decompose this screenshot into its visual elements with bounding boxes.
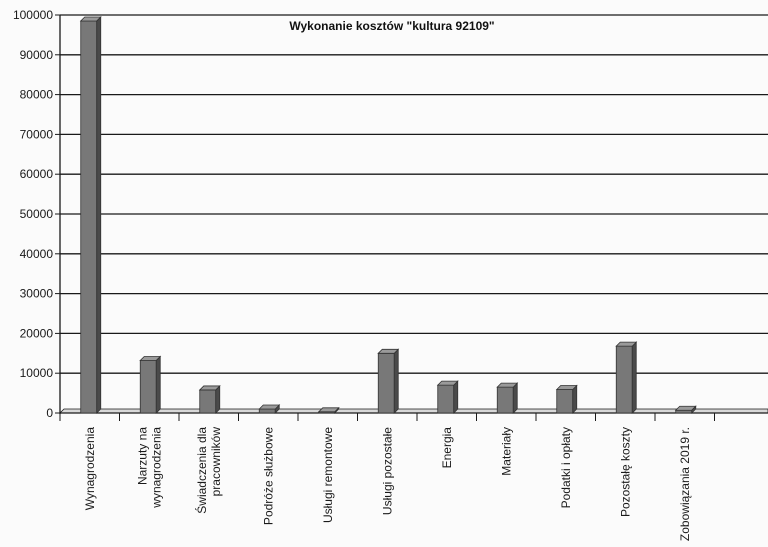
- category-label: Podróże służbowe: [261, 427, 275, 525]
- y-tick-label: 50000: [20, 207, 54, 221]
- y-tick-label: 80000: [20, 88, 54, 102]
- y-tick-label: 30000: [20, 287, 54, 301]
- bar-side: [631, 341, 637, 414]
- bar-front: [615, 345, 633, 414]
- bar: [139, 355, 162, 414]
- bar-front: [258, 408, 276, 414]
- category-label-line: Wynagrodzenia: [83, 427, 97, 511]
- category-label: Podatki i opłaty: [559, 427, 573, 508]
- category-label-line: Energia: [440, 427, 454, 469]
- bar-top: [555, 385, 578, 390]
- bar: [79, 16, 102, 414]
- bar-top: [79, 16, 102, 22]
- category-label: Zobowiązania 2019 r.: [678, 427, 692, 541]
- y-tick-label: 40000: [20, 247, 54, 261]
- category-label: Świadczenia dlapracowników: [194, 427, 223, 514]
- category-label: Usługi pozostałe: [380, 427, 394, 515]
- bar-side: [96, 16, 102, 414]
- bar: [674, 405, 697, 414]
- category-labels: Wynagrodzenia Narzuty nawynagrodzenia Świa…: [83, 427, 692, 541]
- bar: [258, 404, 281, 414]
- gridlines: [60, 14, 768, 374]
- bar-front: [199, 389, 217, 414]
- category-label-line: Zobowiązania 2019 r.: [678, 427, 692, 541]
- bar-side: [393, 348, 399, 414]
- bar: [377, 348, 400, 414]
- y-tick-label: 10000: [20, 366, 54, 380]
- bar: [436, 380, 459, 414]
- category-label-line: Narzuty na: [135, 427, 149, 485]
- chart-title: Wykonanie kosztów "kultura 92109": [289, 19, 494, 33]
- category-label: Energia: [440, 427, 454, 469]
- bar-top: [615, 341, 638, 347]
- bar-front: [80, 20, 98, 414]
- bar-side: [155, 355, 161, 414]
- category-label-line: wynagrodzenia: [149, 427, 163, 509]
- bar-front: [377, 352, 395, 414]
- bar-front: [139, 360, 157, 414]
- category-label-line: Usługi remontowe: [321, 427, 335, 523]
- category-label: Pozostałę koszty: [618, 427, 632, 517]
- bar-front: [496, 386, 514, 414]
- category-label-line: Świadczenia dla: [194, 427, 209, 514]
- bar-top: [377, 348, 400, 354]
- bar-side: [453, 380, 459, 414]
- axes: 0 10000 20000 30000 40000 50000 60000 70000 8000…: [13, 8, 768, 421]
- bar: [615, 341, 638, 414]
- bar-top: [258, 404, 281, 410]
- bar: [317, 406, 340, 414]
- bar-top: [674, 405, 697, 411]
- category-label-line: Materiały: [499, 427, 513, 476]
- bar-top: [496, 382, 519, 388]
- bar: [555, 384, 578, 414]
- y-tick-label: 70000: [20, 127, 54, 141]
- category-label-line: pracowników: [209, 427, 223, 497]
- category-label-line: Podatki i opłaty: [559, 427, 573, 508]
- category-label-line: Pozostałę koszty: [618, 427, 632, 517]
- bar-side: [572, 384, 578, 414]
- y-tick-label: 0: [46, 406, 53, 420]
- bar-top: [139, 356, 162, 361]
- y-tick-label: 100000: [13, 8, 53, 22]
- bar-side: [512, 382, 518, 414]
- bar-top: [436, 380, 459, 386]
- category-label: Wynagrodzenia: [83, 427, 97, 511]
- bar: [496, 382, 519, 414]
- bar-front: [675, 409, 693, 414]
- category-label: Usługi remontowe: [321, 427, 335, 523]
- bar: [198, 384, 221, 414]
- bar-front: [556, 389, 574, 414]
- bars: [79, 16, 697, 414]
- bar-top: [198, 385, 221, 391]
- y-tick-label: 90000: [20, 48, 54, 62]
- bar-top: [317, 407, 340, 413]
- bar-front: [437, 384, 455, 414]
- y-tick-label: 60000: [20, 167, 54, 181]
- category-label-line: Usługi pozostałe: [380, 427, 394, 515]
- category-label: Narzuty nawynagrodzenia: [135, 427, 163, 509]
- category-label: Materiały: [499, 427, 513, 476]
- bar-side: [215, 384, 221, 414]
- y-tick-label: 20000: [20, 326, 54, 340]
- category-label-line: Podróże służbowe: [261, 427, 275, 525]
